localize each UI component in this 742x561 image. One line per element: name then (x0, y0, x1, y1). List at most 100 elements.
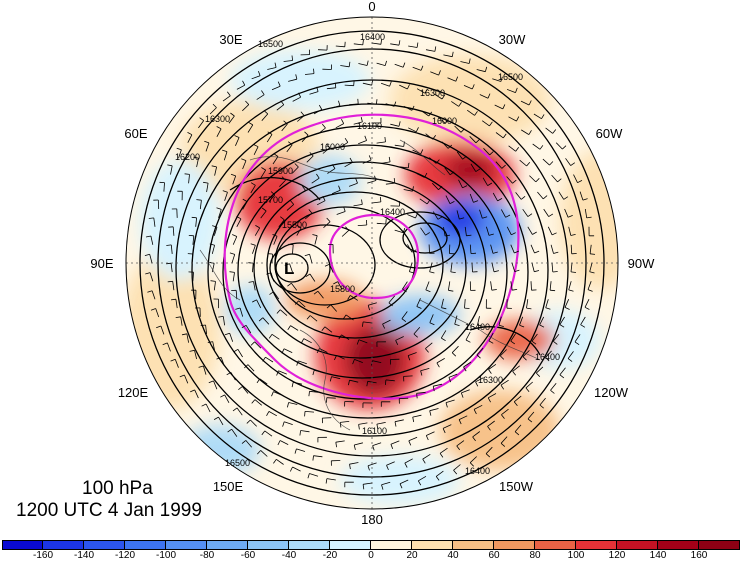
wind-barb-flag (150, 308, 156, 311)
wind-barb (191, 253, 194, 264)
wind-barb (260, 210, 267, 219)
wind-barb-flag (184, 173, 190, 175)
wind-barb-flag (398, 121, 401, 127)
contour-label: 16000 (432, 116, 457, 126)
wind-barb (278, 370, 287, 375)
wind-barb (250, 185, 256, 194)
wind-barb-flag (204, 140, 210, 144)
wind-barb (252, 245, 256, 254)
wind-barb-flag (289, 466, 293, 472)
wind-barb (408, 45, 418, 48)
wind-barb (500, 209, 506, 218)
wind-barb-flag (394, 421, 397, 427)
wind-barb-flag (567, 215, 573, 218)
wind-barb-flag (411, 249, 417, 253)
wind-barb (491, 262, 495, 272)
wind-barb (442, 424, 452, 429)
wind-barb (506, 226, 512, 235)
wind-barb-flag (469, 462, 474, 467)
wind-barb-flag (455, 76, 459, 82)
wind-barb (506, 176, 513, 184)
wind-barb-flag (485, 66, 488, 72)
wind-barb-flag (277, 440, 281, 446)
wind-barb-flag (534, 250, 540, 254)
wind-barb (444, 167, 451, 176)
wind-barb (331, 376, 341, 380)
wind-barb (477, 316, 480, 326)
wind-barb-flag (348, 61, 351, 67)
wind-barb (267, 67, 277, 70)
wind-barb (192, 235, 195, 245)
wind-barb-flag (424, 172, 428, 178)
wind-barb (476, 347, 484, 356)
wind-barb (407, 352, 417, 356)
wind-barb-flag (162, 342, 168, 346)
wind-barb-flag (380, 39, 382, 45)
wind-barb-flag (334, 82, 337, 88)
wind-barb (286, 204, 294, 211)
wind-barb (429, 157, 437, 164)
wind-barb-flag (511, 232, 516, 236)
wind-barb-flag (435, 159, 440, 164)
wind-barb-flag (563, 196, 569, 200)
wind-barb (260, 169, 267, 179)
wind-barb-flag (284, 263, 290, 266)
colorbar-cell (535, 540, 576, 550)
colorbar-tick-label: -120 (114, 550, 136, 561)
wind-barb (385, 182, 395, 185)
wind-barb-flag (489, 121, 493, 127)
wind-barb-flag (451, 352, 457, 357)
wind-barb (250, 419, 257, 427)
wind-barb-flag (458, 102, 462, 107)
wind-barb-flag (441, 307, 447, 310)
wind-barb-flag (241, 158, 247, 161)
wind-barb-flag (553, 251, 559, 254)
wind-barb (260, 450, 268, 457)
valid-time-label: 1200 UTC 4 Jan 1999 (16, 500, 202, 521)
colorbar-tick-label: 120 (608, 550, 626, 561)
wind-barb-flag (352, 359, 355, 365)
wind-barb (213, 226, 218, 236)
wind-barb (371, 201, 381, 204)
lon-label-150e: 150E (212, 479, 244, 494)
wind-barb-flag (193, 156, 199, 159)
wind-barb (211, 263, 215, 273)
contour-label: 16400 (360, 32, 385, 42)
wind-barb-flag (450, 271, 456, 273)
wind-barb (218, 209, 222, 219)
wind-barb (301, 134, 309, 143)
wind-barb-flag (487, 397, 491, 403)
wind-barb (385, 379, 395, 382)
wind-barb-flag (429, 410, 432, 416)
wind-barb (545, 299, 549, 308)
wind-barb-flag (519, 324, 525, 328)
wind-barb-flag (229, 252, 235, 255)
wind-barb-flag (166, 262, 172, 265)
wind-barb (192, 272, 194, 282)
wind-barb (453, 464, 461, 471)
wind-barb (394, 229, 404, 234)
wind-barb-flag (281, 348, 285, 354)
wind-barb-flag (545, 357, 550, 362)
wind-barb-flag (348, 380, 350, 386)
wind-barb (220, 357, 225, 366)
wind-barb (456, 440, 465, 447)
wind-barb-flag (528, 100, 532, 106)
wind-barb-flag (477, 324, 483, 327)
wind-barb-flag (552, 129, 557, 134)
wind-barb-flag (216, 357, 222, 360)
wind-barb (512, 365, 520, 372)
wind-barb-flag (444, 119, 449, 124)
wind-barb-flag (424, 88, 428, 94)
wind-barb (256, 94, 265, 100)
wind-barb-flag (338, 185, 341, 191)
wind-barb (579, 191, 584, 201)
wind-barb (559, 367, 566, 376)
wind-barb (394, 63, 404, 68)
wind-barb (519, 316, 524, 326)
wind-barb (252, 263, 254, 273)
wind-barb-flag (472, 436, 476, 442)
wind-barb-flag (451, 51, 454, 57)
wind-barb (390, 440, 400, 445)
wind-barb (525, 381, 533, 389)
